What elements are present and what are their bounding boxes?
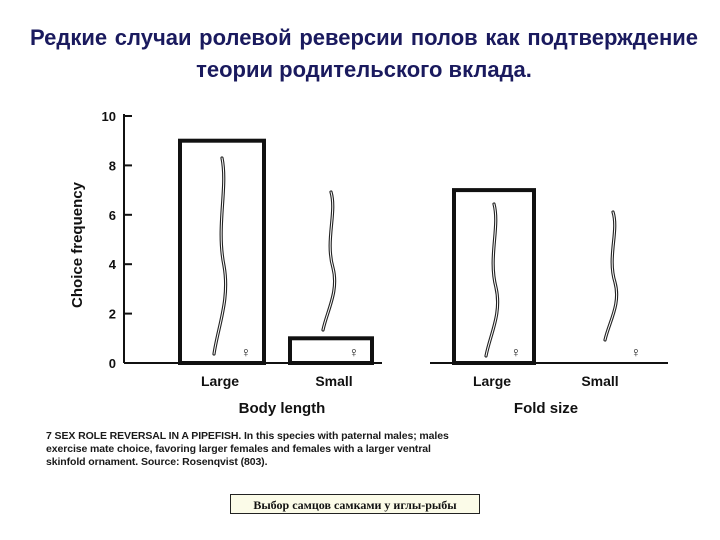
female-symbol: ♀ [349, 344, 360, 360]
y-tick-label: 0 [109, 356, 116, 371]
bar-body-length-large [178, 138, 266, 366]
y-tick-label: 10 [102, 109, 116, 124]
x-category-label: Large [201, 373, 239, 389]
y-tick-label: 4 [109, 257, 117, 272]
female-symbol: ♀ [511, 344, 522, 360]
y-axis-title: Choice frequency [69, 181, 86, 308]
x-category-label: Large [473, 373, 511, 389]
bar-fold-size-large [452, 188, 536, 365]
bar-body-length-small [288, 336, 374, 366]
y-tick-label: 8 [109, 158, 116, 173]
x-category-label: Small [581, 373, 618, 389]
figure-caption: 7 SEX ROLE REVERSAL IN A PIPEFISH. In th… [46, 430, 449, 468]
x-category-label: Small [315, 373, 352, 389]
slide-title: Редкие случаи ролевой реверсии полов как… [30, 25, 698, 82]
x-axis-title: Fold size [514, 400, 578, 417]
pipefish-body-small-drawing-highlight [322, 191, 336, 331]
y-tick-label: 2 [109, 307, 116, 322]
pipefish-fold-small-drawing-highlight [604, 211, 618, 341]
subtitle-badge: Выбор самцов самками у иглы-рыбы [230, 494, 480, 514]
female-symbol: ♀ [241, 344, 252, 360]
y-tick-label: 6 [109, 208, 116, 223]
pipefish-fold-large-drawing-highlight [485, 203, 499, 357]
female-symbol: ♀ [631, 344, 642, 360]
pipefish-body-large-drawing-highlight [213, 157, 227, 355]
x-axis-title: Body length [239, 400, 326, 417]
